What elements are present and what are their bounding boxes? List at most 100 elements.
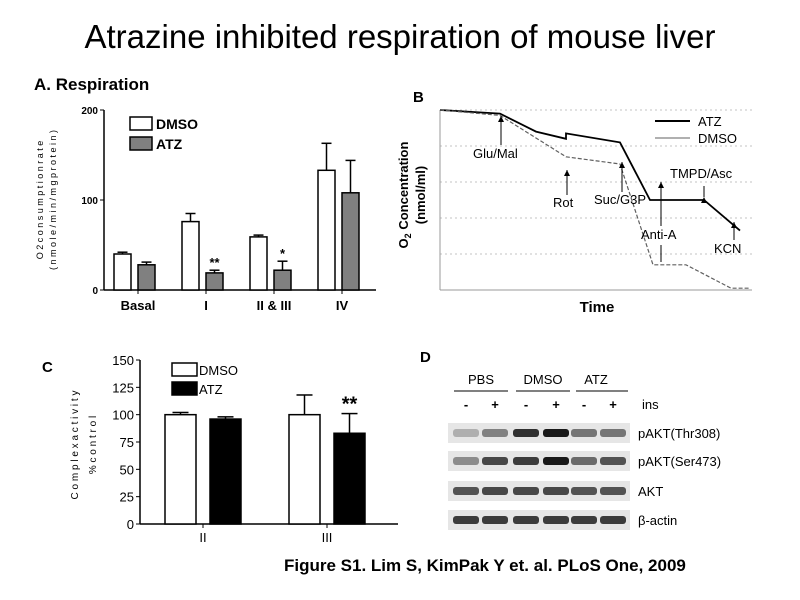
panel-c-legend-swatch-atz [171, 381, 198, 396]
panel-c-y-tick-label: 50 [120, 462, 134, 477]
panel-b-arrowhead [701, 197, 707, 203]
panel-d-row-label: pAKT(Ser473) [638, 454, 721, 469]
panel-a-bar-dmso [317, 169, 336, 291]
panel-b-annotation: Glu/Mal [473, 146, 518, 161]
panel-d-lane-sign: - [582, 397, 586, 412]
panel-d-band [482, 516, 508, 524]
figure-caption: Figure S1. Lim S, KimPak Y et. al. PLoS … [284, 556, 686, 575]
panel-b-arrowhead [498, 116, 504, 122]
panel-d-row-label: pAKT(Thr308) [638, 426, 720, 441]
panel-a-bar-atz [137, 264, 156, 291]
panel-a-y-tick-label: 200 [81, 106, 98, 117]
panel-d-lane-sign: - [464, 397, 468, 412]
panel-a-significance: * [280, 246, 286, 261]
panel-d-group-label: PBS [468, 372, 494, 387]
panel-d-title: D [420, 349, 431, 366]
panel-b-arrowhead [731, 222, 737, 228]
panel-b-arrowhead [658, 182, 664, 188]
panel-d-band [600, 487, 626, 495]
panel-a-legend-label: DMSO [156, 116, 198, 132]
panel-b-title: B [413, 89, 424, 106]
panel-b-legend-label: DMSO [698, 131, 737, 146]
panel-b-xlabel: Time [580, 299, 615, 316]
panel-b-ylabel-rest: Concentration [396, 142, 411, 234]
panel-b-ylabel-line2: (nmol/ml) [413, 166, 428, 225]
panel-a-x-tick-label: II & III [257, 298, 292, 313]
panel-d-band [513, 516, 539, 524]
panel-b-legend-label: ATZ [698, 114, 722, 129]
panel-a: A. Respiration O 2 c o n s u m p t i o n… [34, 75, 376, 313]
panel-a-title: A. Respiration [34, 75, 149, 94]
panel-d: D PBS DMSO ATZ - + - + - + ins pAKT(Thr308) pAKT(Se… [420, 349, 721, 530]
panel-a-bar-atz [205, 272, 224, 291]
panel-d-group-label: ATZ [584, 372, 608, 387]
panel-c-bar-dmso [164, 413, 197, 525]
panel-a-ylabel-line1: O 2 c o n s u m p t i o n r a t e [35, 141, 45, 260]
panel-c-ylabel-line1: C o m p l e x a c t i v i t y [70, 391, 81, 500]
panel-d-row-label: AKT [638, 484, 663, 499]
panel-c: C C o m p l e x a c t i v i t y % c o n … [42, 353, 398, 545]
panel-d-band [513, 487, 539, 495]
panel-a-x-tick-label: IV [336, 298, 349, 313]
panel-d-band [482, 429, 508, 437]
panel-c-ylabel-line2: % c o n t r o l [88, 416, 99, 474]
panel-d-band [513, 429, 539, 437]
panel-c-legend-swatch-dmso [171, 362, 198, 377]
panel-c-y-tick-label: 125 [112, 380, 134, 395]
panel-d-lane-label: ins [642, 397, 659, 412]
panel-c-legend-label: DMSO [199, 363, 238, 378]
panel-d-band [600, 457, 626, 465]
panel-a-bar-atz [341, 192, 360, 291]
panel-d-band [571, 457, 597, 465]
panel-d-band [571, 429, 597, 437]
panel-d-band [600, 429, 626, 437]
panel-c-legend-label: ATZ [199, 382, 223, 397]
panel-c-y-tick-label: 150 [112, 353, 134, 368]
panel-a-ylabel-line2: ( n m o l e / m i n / m g p r o t e i n … [48, 130, 58, 270]
panel-a-bar-dmso [249, 236, 268, 291]
panel-b-trace-dmso [439, 109, 749, 289]
panel-c-significance: ** [342, 394, 358, 416]
panel-a-bar-atz [273, 269, 292, 291]
panel-c-bar-atz [209, 418, 242, 525]
panel-d-row-label: β-actin [638, 513, 677, 528]
panel-d-band [453, 429, 479, 437]
panel-c-title: C [42, 359, 53, 376]
panel-d-lane-sign: + [552, 397, 560, 412]
panel-a-y-tick-label: 100 [81, 196, 98, 207]
panel-b-annotation: Rot [553, 195, 574, 210]
panel-d-band [600, 516, 626, 524]
panel-d-band [571, 516, 597, 524]
panel-d-band [453, 487, 479, 495]
panel-d-group-label: DMSO [524, 372, 563, 387]
panel-d-lane-sign: - [524, 397, 528, 412]
panel-c-y-tick-label: 0 [127, 517, 134, 532]
panel-c-bar-dmso [288, 413, 321, 525]
panel-d-lane-sign: + [491, 397, 499, 412]
panel-a-bar-dmso [181, 220, 200, 291]
panel-d-band [543, 457, 569, 465]
panel-b-trace-atz [439, 109, 741, 232]
panel-b-annotation: Suc/G3P [594, 192, 646, 207]
panel-d-band [453, 516, 479, 524]
panel-a-significance: ** [209, 255, 220, 270]
panel-c-x-tick-label: II [199, 530, 206, 545]
panel-d-band [482, 457, 508, 465]
panel-d-band [482, 487, 508, 495]
panel-b-arrowhead [564, 170, 570, 176]
panel-d-band [543, 487, 569, 495]
panel-a-x-tick-label: Basal [121, 298, 156, 313]
panel-a-legend-swatch-atz [129, 136, 153, 151]
panel-c-bar-atz [333, 432, 366, 525]
panel-a-legend-swatch-dmso [129, 116, 153, 131]
panel-c-x-tick-label: III [322, 530, 333, 545]
panel-a-legend-label: ATZ [156, 136, 183, 152]
panel-b-ylabel-sub: 2 [403, 233, 413, 238]
panel-b-ylabel-line1: O2 Concentration [396, 142, 413, 249]
panel-d-band [543, 429, 569, 437]
panel-a-x-tick-label: I [204, 298, 208, 313]
panel-c-y-tick-label: 75 [120, 435, 134, 450]
panel-b: B O2 Concentration (nmol/ml) Time ATZ DMS… [396, 89, 752, 316]
panel-d-band [571, 487, 597, 495]
